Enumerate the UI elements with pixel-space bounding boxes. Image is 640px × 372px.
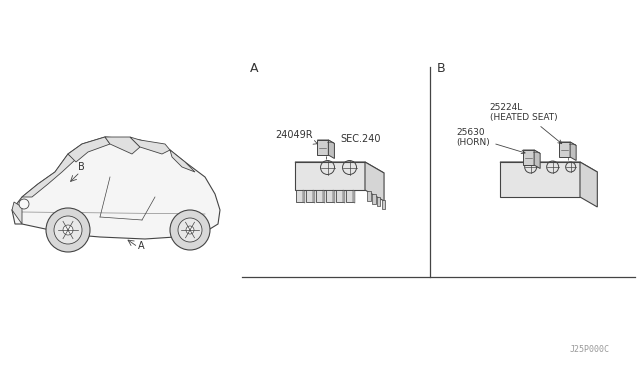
Text: J25P000C: J25P000C — [570, 345, 610, 354]
Polygon shape — [295, 162, 365, 190]
Text: 25630
(HORN): 25630 (HORN) — [456, 128, 525, 154]
Polygon shape — [68, 137, 110, 162]
Polygon shape — [523, 150, 534, 165]
Circle shape — [54, 216, 82, 244]
Polygon shape — [500, 162, 580, 197]
Bar — [336, 190, 343, 202]
Bar — [346, 190, 353, 202]
Polygon shape — [12, 137, 220, 239]
Polygon shape — [523, 150, 540, 154]
Polygon shape — [343, 190, 345, 203]
Polygon shape — [570, 142, 576, 160]
Polygon shape — [534, 150, 540, 169]
Polygon shape — [317, 140, 328, 155]
Text: SEC.240: SEC.240 — [341, 134, 381, 144]
Polygon shape — [317, 140, 335, 144]
Bar — [326, 190, 333, 202]
Polygon shape — [500, 162, 597, 172]
Polygon shape — [170, 150, 195, 172]
Circle shape — [19, 199, 29, 209]
Polygon shape — [333, 190, 335, 203]
Polygon shape — [295, 162, 384, 173]
Polygon shape — [365, 162, 384, 201]
Polygon shape — [105, 137, 140, 154]
Text: A: A — [138, 241, 145, 251]
Bar — [316, 190, 323, 202]
Text: 24049R: 24049R — [275, 130, 317, 144]
Polygon shape — [303, 190, 305, 203]
Polygon shape — [367, 191, 371, 201]
Polygon shape — [381, 200, 385, 209]
Text: B: B — [78, 162, 84, 172]
Text: 25224L
(HEATED SEAT): 25224L (HEATED SEAT) — [490, 103, 562, 144]
Bar — [306, 190, 313, 202]
Text: A: A — [250, 62, 259, 75]
Circle shape — [46, 208, 90, 252]
Polygon shape — [323, 190, 325, 203]
Polygon shape — [559, 142, 570, 157]
Polygon shape — [130, 137, 170, 154]
Circle shape — [178, 218, 202, 242]
Circle shape — [170, 210, 210, 250]
Text: B: B — [437, 62, 445, 75]
Polygon shape — [328, 140, 335, 158]
Polygon shape — [353, 190, 355, 203]
Bar — [296, 190, 303, 202]
Polygon shape — [377, 197, 380, 206]
Circle shape — [63, 225, 73, 235]
Polygon shape — [12, 202, 22, 224]
Polygon shape — [22, 154, 75, 197]
Polygon shape — [580, 162, 597, 207]
Polygon shape — [313, 190, 315, 203]
Circle shape — [186, 226, 194, 234]
Polygon shape — [559, 142, 576, 145]
Polygon shape — [372, 194, 376, 204]
